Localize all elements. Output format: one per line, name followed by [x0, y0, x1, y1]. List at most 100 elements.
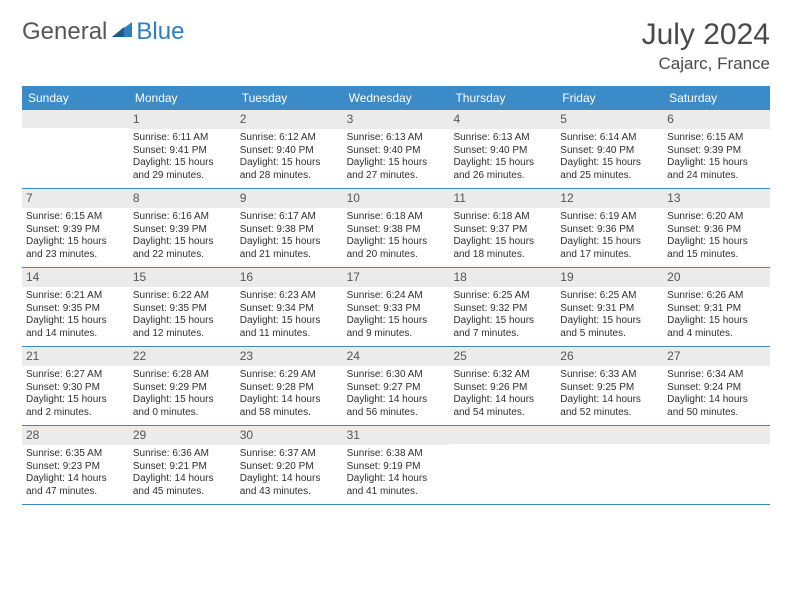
day-number [663, 426, 770, 444]
day-detail-line: and 26 minutes. [453, 170, 552, 183]
day-detail-line: Sunrise: 6:11 AM [133, 132, 232, 145]
day-detail-line: and 24 minutes. [667, 170, 766, 183]
day-detail-line: Sunrise: 6:25 AM [560, 290, 659, 303]
day-number: 29 [129, 426, 236, 445]
day-cell: 28Sunrise: 6:35 AMSunset: 9:23 PMDayligh… [22, 426, 129, 504]
day-cell: 24Sunrise: 6:30 AMSunset: 9:27 PMDayligh… [343, 347, 450, 425]
day-number: 11 [449, 189, 556, 208]
day-detail-line: Sunrise: 6:32 AM [453, 369, 552, 382]
day-cell: 4Sunrise: 6:13 AMSunset: 9:40 PMDaylight… [449, 110, 556, 188]
day-detail-line: and 29 minutes. [133, 170, 232, 183]
day-detail-line: and 54 minutes. [453, 407, 552, 420]
day-detail-line: Daylight: 15 hours [240, 236, 339, 249]
day-detail-line: and 21 minutes. [240, 249, 339, 262]
day-cell: 23Sunrise: 6:29 AMSunset: 9:28 PMDayligh… [236, 347, 343, 425]
logo: General Blue [22, 18, 184, 46]
day-header-row: SundayMondayTuesdayWednesdayThursdayFrid… [22, 86, 770, 110]
week-row: 14Sunrise: 6:21 AMSunset: 9:35 PMDayligh… [22, 268, 770, 347]
day-detail-line: and 14 minutes. [26, 328, 125, 341]
week-row: 7Sunrise: 6:15 AMSunset: 9:39 PMDaylight… [22, 189, 770, 268]
day-number: 3 [343, 110, 450, 129]
day-header: Wednesday [343, 86, 450, 110]
day-number: 7 [22, 189, 129, 208]
day-detail-line: Sunset: 9:41 PM [133, 145, 232, 158]
day-number: 16 [236, 268, 343, 287]
day-detail-line: Sunrise: 6:18 AM [453, 211, 552, 224]
day-cell: 15Sunrise: 6:22 AMSunset: 9:35 PMDayligh… [129, 268, 236, 346]
day-detail-line: and 45 minutes. [133, 486, 232, 499]
day-detail-line: Sunset: 9:25 PM [560, 382, 659, 395]
day-detail-line: Sunset: 9:38 PM [347, 224, 446, 237]
day-number: 8 [129, 189, 236, 208]
day-detail-line: Sunset: 9:33 PM [347, 303, 446, 316]
day-detail-line: Sunrise: 6:30 AM [347, 369, 446, 382]
day-cell: 9Sunrise: 6:17 AMSunset: 9:38 PMDaylight… [236, 189, 343, 267]
week-row: 21Sunrise: 6:27 AMSunset: 9:30 PMDayligh… [22, 347, 770, 426]
day-detail-line: Sunset: 9:40 PM [453, 145, 552, 158]
day-number: 10 [343, 189, 450, 208]
month-title: July 2024 [642, 18, 770, 52]
day-header: Thursday [449, 86, 556, 110]
day-detail-line: and 58 minutes. [240, 407, 339, 420]
day-detail-line: Sunset: 9:21 PM [133, 461, 232, 474]
day-detail-line: Sunset: 9:28 PM [240, 382, 339, 395]
day-detail-line: Sunrise: 6:27 AM [26, 369, 125, 382]
day-detail-line: Sunset: 9:39 PM [133, 224, 232, 237]
day-detail-line: Daylight: 15 hours [453, 315, 552, 328]
day-cell-empty [22, 110, 129, 188]
day-detail-line: Daylight: 14 hours [560, 394, 659, 407]
day-detail-line: Sunset: 9:32 PM [453, 303, 552, 316]
day-detail-line: Sunrise: 6:29 AM [240, 369, 339, 382]
day-detail-line: Daylight: 14 hours [26, 473, 125, 486]
day-number: 27 [663, 347, 770, 366]
day-detail-line: Sunset: 9:20 PM [240, 461, 339, 474]
day-detail-line: Sunset: 9:31 PM [560, 303, 659, 316]
day-cell: 26Sunrise: 6:33 AMSunset: 9:25 PMDayligh… [556, 347, 663, 425]
day-detail-line: and 12 minutes. [133, 328, 232, 341]
day-detail-line: Sunrise: 6:36 AM [133, 448, 232, 461]
day-detail-line: and 15 minutes. [667, 249, 766, 262]
day-detail-line: and 23 minutes. [26, 249, 125, 262]
day-detail-line: and 5 minutes. [560, 328, 659, 341]
day-detail-line: Sunrise: 6:23 AM [240, 290, 339, 303]
day-number: 31 [343, 426, 450, 445]
day-number: 13 [663, 189, 770, 208]
calendar-page: General Blue July 2024 Cajarc, France Su… [0, 0, 792, 523]
day-detail-line: Sunset: 9:40 PM [240, 145, 339, 158]
day-detail-line: Daylight: 15 hours [240, 157, 339, 170]
day-detail-line: Sunrise: 6:25 AM [453, 290, 552, 303]
day-detail-line: Sunset: 9:36 PM [560, 224, 659, 237]
day-detail-line: Sunset: 9:35 PM [133, 303, 232, 316]
day-detail-line: Daylight: 14 hours [667, 394, 766, 407]
day-detail-line: Daylight: 15 hours [667, 315, 766, 328]
day-detail-line: and 47 minutes. [26, 486, 125, 499]
day-cell: 16Sunrise: 6:23 AMSunset: 9:34 PMDayligh… [236, 268, 343, 346]
day-detail-line: Daylight: 15 hours [26, 394, 125, 407]
day-number: 24 [343, 347, 450, 366]
day-detail-line: Sunrise: 6:35 AM [26, 448, 125, 461]
calendar-grid: SundayMondayTuesdayWednesdayThursdayFrid… [22, 86, 770, 505]
day-detail-line: Sunset: 9:24 PM [667, 382, 766, 395]
day-detail-line: Sunrise: 6:13 AM [347, 132, 446, 145]
day-cell: 25Sunrise: 6:32 AMSunset: 9:26 PMDayligh… [449, 347, 556, 425]
day-detail-line: Sunset: 9:29 PM [133, 382, 232, 395]
day-detail-line: Daylight: 14 hours [133, 473, 232, 486]
day-cell: 7Sunrise: 6:15 AMSunset: 9:39 PMDaylight… [22, 189, 129, 267]
day-detail-line: Sunset: 9:39 PM [667, 145, 766, 158]
day-detail-line: and 7 minutes. [453, 328, 552, 341]
day-detail-line: Sunrise: 6:26 AM [667, 290, 766, 303]
day-number: 6 [663, 110, 770, 129]
day-detail-line: and 11 minutes. [240, 328, 339, 341]
day-number: 25 [449, 347, 556, 366]
day-detail-line: and 9 minutes. [347, 328, 446, 341]
day-number: 23 [236, 347, 343, 366]
day-number [449, 426, 556, 444]
day-detail-line: Daylight: 15 hours [133, 394, 232, 407]
day-cell: 29 Sunrise: 6:36 AMSunset: 9:21 PMDayligh… [129, 426, 236, 504]
day-detail-line: Sunrise: 6:22 AM [133, 290, 232, 303]
day-detail-line: and 17 minutes. [560, 249, 659, 262]
day-detail-line: and 4 minutes. [667, 328, 766, 341]
day-detail-line: Daylight: 15 hours [667, 157, 766, 170]
day-header: Tuesday [236, 86, 343, 110]
day-detail-line: and 22 minutes. [133, 249, 232, 262]
